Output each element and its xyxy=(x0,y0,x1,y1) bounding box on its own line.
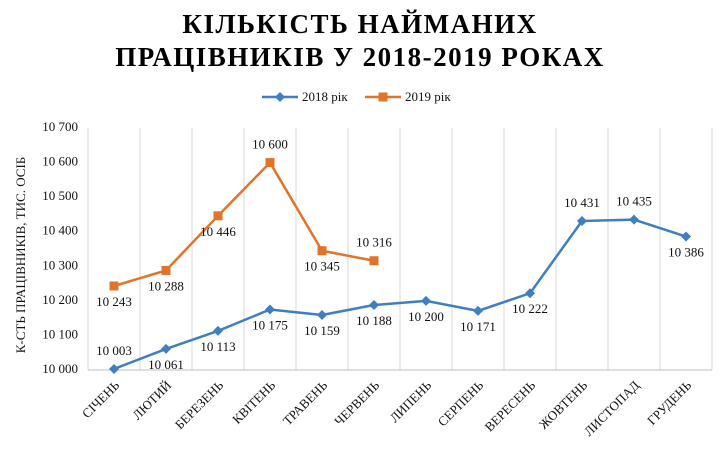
y-tick-label: 10 200 xyxy=(42,292,78,307)
y-tick-label: 10 500 xyxy=(42,188,78,203)
x-tick-label: ЛИПЕНЬ xyxy=(387,377,435,425)
data-label: 10 003 xyxy=(96,343,132,358)
data-label: 10 243 xyxy=(96,294,132,309)
y-tick-label: 10 000 xyxy=(42,361,78,376)
series-line xyxy=(113,218,687,371)
data-point xyxy=(265,158,275,168)
legend-marker xyxy=(378,92,388,102)
legend-label: 2019 рік xyxy=(405,89,451,104)
x-tick-label: ЛЮТИЙ xyxy=(129,378,174,423)
data-point xyxy=(681,231,691,242)
x-tick-label: СЕРПЕНЬ xyxy=(435,377,487,429)
data-label: 10 345 xyxy=(304,259,340,274)
data-label: 10 600 xyxy=(252,137,288,152)
data-label: 10 288 xyxy=(148,278,184,293)
data-point xyxy=(161,265,171,275)
data-point xyxy=(161,343,171,354)
data-point xyxy=(421,295,431,306)
x-tick-label: ВЕРЕСЕНЬ xyxy=(481,377,538,434)
x-tick-label: СІЧЕНЬ xyxy=(79,377,123,421)
y-tick-label: 10 700 xyxy=(42,119,78,134)
data-point xyxy=(317,310,327,321)
data-label: 10 222 xyxy=(512,301,548,316)
data-label: 10 200 xyxy=(408,309,444,324)
x-tick-label: ЛИСТОПАД xyxy=(581,378,642,439)
data-label: 10 061 xyxy=(148,357,184,372)
series-line xyxy=(113,161,375,288)
data-label: 10 386 xyxy=(668,245,704,260)
y-tick-label: 10 100 xyxy=(42,326,78,341)
legend-label: 2018 рік xyxy=(302,89,348,104)
chart-title: КІЛЬКІСТЬ НАЙМАНИХ ПРАЦІВНИКІВ У 2018-20… xyxy=(115,9,605,72)
data-label: 10 159 xyxy=(304,323,340,338)
data-point xyxy=(213,325,223,336)
data-point xyxy=(317,246,327,256)
y-tick-label: 10 300 xyxy=(42,257,78,272)
y-tick-label: 10 600 xyxy=(42,154,78,169)
data-point xyxy=(577,215,587,226)
x-tick-label: ЧЕРВЕНЬ xyxy=(331,377,382,428)
x-tick-label: ГРУДЕНЬ xyxy=(644,377,695,428)
data-label: 10 175 xyxy=(252,317,288,332)
y-tick-label: 10 400 xyxy=(42,223,78,238)
x-tick-label: ЖОВТЕНЬ xyxy=(536,377,591,432)
data-label: 10 316 xyxy=(356,235,392,250)
data-label: 10 113 xyxy=(200,339,235,354)
x-tick-label: КВІТЕНЬ xyxy=(229,377,278,426)
x-tick-label: ТРАВЕНЬ xyxy=(280,377,331,428)
data-point xyxy=(629,214,639,225)
data-point xyxy=(109,363,119,374)
data-point xyxy=(369,300,379,311)
y-axis-label: К-СТЬ ПРАЦІВНИКІВ, ТИС. ОСІБ xyxy=(13,157,28,354)
data-label: 10 431 xyxy=(564,195,600,210)
data-point xyxy=(369,256,379,266)
data-point xyxy=(265,304,275,315)
data-point xyxy=(525,288,535,299)
data-label: 10 171 xyxy=(460,319,496,334)
data-label: 10 188 xyxy=(356,313,392,328)
data-label: 10 435 xyxy=(616,194,652,209)
legend-marker xyxy=(275,92,285,102)
data-point xyxy=(109,281,119,291)
data-point xyxy=(473,305,483,316)
data-point xyxy=(213,211,223,221)
data-label: 10 446 xyxy=(200,224,236,239)
x-tick-label: БЕРЕЗЕНЬ xyxy=(172,377,227,432)
